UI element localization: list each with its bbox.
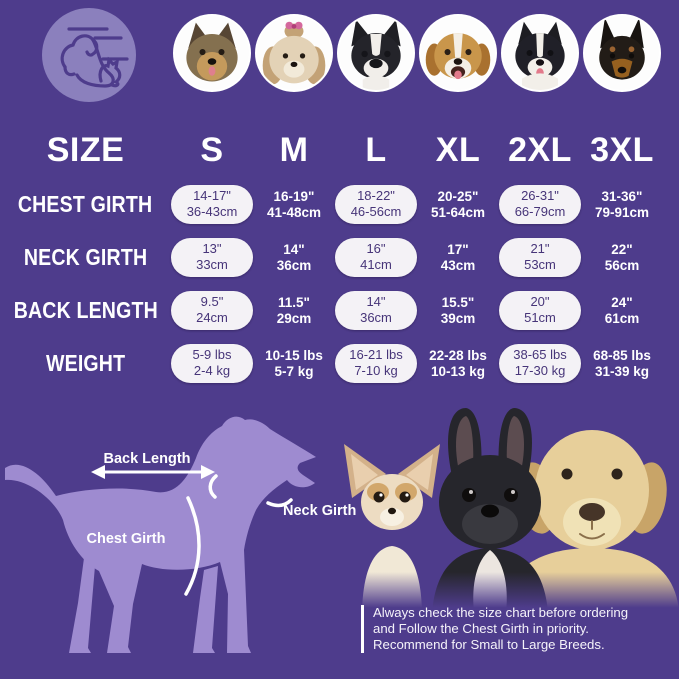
sizing-note: Always check the size chart before order… <box>361 605 628 653</box>
chest-girth-l: 18-22" 46-56cm <box>335 178 417 231</box>
weight-row: WEIGHT 5-9 lbs 2-4 kg 10-15 lbs 5-7 kg 16-… <box>0 337 679 390</box>
photo-fade-gradient <box>340 572 679 614</box>
neck-girth-2xl: 21" 53cm <box>499 231 581 284</box>
neck-girth-m: 14" 36cm <box>276 241 312 273</box>
back-length-m: 11.5" 29cm <box>276 294 312 326</box>
note-line-1: Always check the size chart before order… <box>373 605 629 620</box>
note-line-2: and Follow the Chest Girth in priority. <box>373 621 589 636</box>
neck-girth-3xl: 22" 56cm <box>604 241 640 273</box>
size-table: SIZE S M L XL 2XL 3XL CHEST GIRTH 14-17"… <box>0 122 679 390</box>
back-length-xl: 15.5" 39cm <box>440 294 476 326</box>
row-label-back-length: BACK LENGTH <box>13 297 158 323</box>
size-title: SIZE <box>46 130 125 169</box>
border-collie-icon <box>515 21 565 90</box>
size-col-l: L <box>365 130 387 169</box>
neck-girth-row: NECK GIRTH 13" 33cm 14" 36cm 16" 41cm 17" 43… <box>0 231 679 284</box>
weight-3xl: 68-85 lbs 31-39 kg <box>593 347 651 379</box>
row-label-chest-girth: CHEST GIRTH <box>18 191 153 217</box>
chest-girth-m: 16-19" 41-48cm <box>266 188 322 220</box>
back-length-s: 9.5" 24cm <box>171 284 253 337</box>
back-length-2xl: 20" 51cm <box>499 284 581 337</box>
chest-girth-s: 14-17" 36-43cm <box>171 178 253 231</box>
beagle-icon <box>425 33 491 80</box>
neck-girth-xl: 17" 43cm <box>440 241 476 273</box>
dog-cat-logo-icon <box>42 8 136 102</box>
weight-2xl: 38-65 lbs 17-30 kg <box>499 337 581 390</box>
weight-m: 10-15 lbs 5-7 kg <box>265 347 323 379</box>
neck-girth-label: Neck Girth <box>283 503 357 519</box>
shih-tzu-icon <box>262 21 326 85</box>
back-length-3xl: 24" 61cm <box>604 294 640 326</box>
chest-girth-xl: 20-25" 51-64cm <box>430 188 486 220</box>
back-length-label: Back Length <box>103 451 191 467</box>
size-col-s: S <box>200 130 224 169</box>
doberman-photo <box>585 16 659 90</box>
boston-terrier-photo <box>339 16 413 90</box>
beagle-photo <box>421 16 495 90</box>
dog-measurement-diagram <box>5 416 316 653</box>
weight-l: 16-21 lbs 7-10 kg <box>335 337 417 390</box>
measurement-lines <box>184 474 293 596</box>
row-label-weight: WEIGHT <box>45 350 126 376</box>
doberman-icon <box>599 17 645 80</box>
border-collie-photo <box>503 16 577 90</box>
yorkshire-terrier-icon <box>186 22 238 82</box>
size-col-xl: XL <box>435 130 481 169</box>
yorkshire-terrier-photo <box>175 16 249 90</box>
row-label-neck-girth: NECK GIRTH <box>23 244 148 270</box>
chest-girth-2xl: 26-31" 66-79cm <box>499 178 581 231</box>
weight-s: 5-9 lbs 2-4 kg <box>171 337 253 390</box>
neck-girth-s: 13" 33cm <box>171 231 253 284</box>
shih-tzu-photo <box>257 16 331 90</box>
back-length-l: 14" 36cm <box>335 284 417 337</box>
boston-terrier-icon <box>351 19 401 90</box>
size-col-3xl: 3XL <box>590 130 654 169</box>
neck-girth-l: 16" 41cm <box>335 231 417 284</box>
back-length-arrow <box>91 465 215 479</box>
size-col-2xl: 2XL <box>508 130 572 169</box>
weight-xl: 22-28 lbs 10-13 kg <box>429 347 487 379</box>
size-col-m: M <box>279 130 309 169</box>
note-line-3: Recommend for Small to Large Breeds. <box>373 637 605 652</box>
back-length-row: BACK LENGTH 9.5" 24cm 11.5" 29cm 14" 36cm 1… <box>0 284 679 337</box>
chest-girth-3xl: 31-36" 79-91cm <box>594 188 650 220</box>
chest-girth-row: CHEST GIRTH 14-17" 36-43cm 16-19" 41-48cm … <box>0 178 679 231</box>
chest-girth-label: Chest Girth <box>86 531 166 547</box>
size-header-row: SIZE S M L XL 2XL 3XL <box>0 122 679 178</box>
